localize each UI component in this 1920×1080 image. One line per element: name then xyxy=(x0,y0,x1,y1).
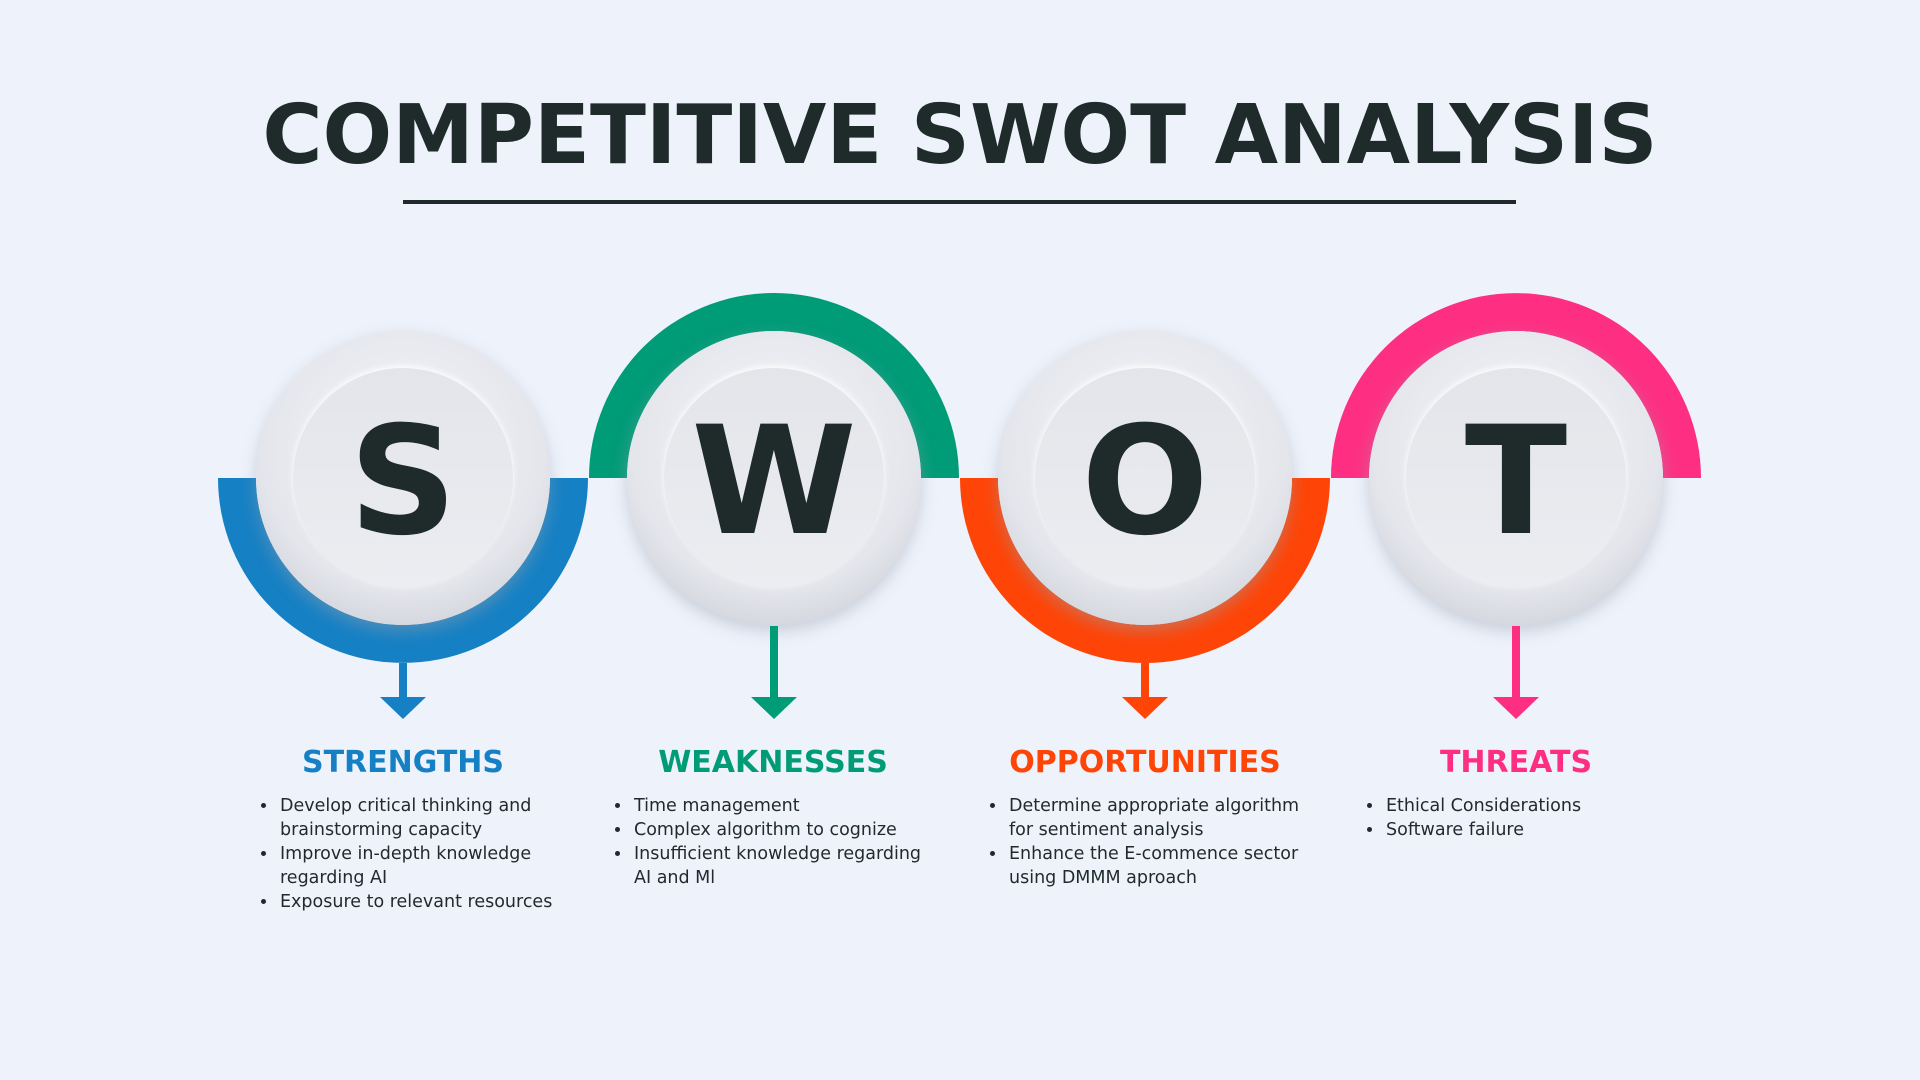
weaknesses-heading: WEAKNESSES xyxy=(658,745,888,780)
opportunities-heading: OPPORTUNITIES xyxy=(1009,745,1281,780)
weaknesses-section: WEAKNESSES Time management Complex algor… xyxy=(603,745,943,890)
list-item: Develop critical thinking and brainstorm… xyxy=(278,794,573,842)
threats-arc xyxy=(1331,293,1701,478)
circle-t xyxy=(1369,331,1663,625)
arrow-opportunities xyxy=(1122,663,1168,719)
strengths-arc xyxy=(218,478,588,663)
letter-s: S xyxy=(349,395,457,569)
circle-s xyxy=(256,331,550,625)
list-item: Time management xyxy=(632,794,943,818)
strengths-section: STRENGTHS Develop critical thinking and … xyxy=(233,745,573,914)
opportunities-section: OPPORTUNITIES Determine appropriate algo… xyxy=(975,745,1315,890)
list-item: Ethical Considerations xyxy=(1384,794,1686,818)
weaknesses-list: Time management Complex algorithm to cog… xyxy=(603,794,943,890)
list-item: Enhance the E-commence sector using DMMM… xyxy=(1007,842,1315,890)
strengths-heading: STRENGTHS xyxy=(301,745,505,780)
title-underline xyxy=(403,200,1516,204)
list-item: Determine appropriate algorithm for sent… xyxy=(1007,794,1315,842)
arrow-strengths xyxy=(380,663,426,719)
opportunities-list: Determine appropriate algorithm for sent… xyxy=(975,794,1315,890)
arrow-threats xyxy=(1493,626,1539,719)
list-item: Complex algorithm to cognize xyxy=(632,818,943,842)
weaknesses-arc xyxy=(589,293,959,478)
letter-o: O xyxy=(1081,395,1209,569)
circle-w xyxy=(627,331,921,625)
opportunities-arc xyxy=(960,478,1330,663)
list-item: Insufficient knowledge regarding AI and … xyxy=(632,842,943,890)
letter-w: W xyxy=(691,395,856,569)
strengths-list: Develop critical thinking and brainstorm… xyxy=(233,794,573,914)
threats-section: THREATS Ethical Considerations Software … xyxy=(1346,745,1686,842)
letter-t: T xyxy=(1465,395,1567,569)
list-item: Exposure to relevant resources xyxy=(278,890,573,914)
list-item: Software failure xyxy=(1384,818,1686,842)
arrow-weaknesses xyxy=(751,626,797,719)
threats-heading: THREATS xyxy=(1439,745,1593,780)
threats-list: Ethical Considerations Software failure xyxy=(1346,794,1686,842)
page-title: COMPETITIVE SWOT ANALYSIS xyxy=(262,88,1658,183)
circle-o xyxy=(998,331,1292,625)
list-item: Improve in-depth knowledge regarding AI xyxy=(278,842,573,890)
